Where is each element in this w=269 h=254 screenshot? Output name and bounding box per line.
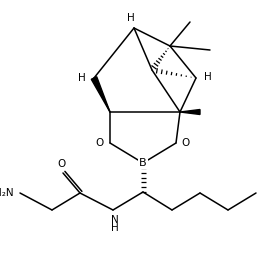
Text: H: H — [127, 13, 135, 23]
Text: N: N — [111, 215, 119, 225]
Polygon shape — [91, 77, 110, 112]
Text: H: H — [204, 72, 212, 82]
Polygon shape — [180, 109, 200, 115]
Text: H₂N: H₂N — [0, 188, 14, 198]
Text: O: O — [57, 159, 65, 169]
Text: H: H — [111, 223, 119, 233]
Text: O: O — [96, 138, 104, 148]
Text: H: H — [78, 73, 86, 83]
Text: B: B — [139, 158, 147, 168]
Text: O: O — [182, 138, 190, 148]
